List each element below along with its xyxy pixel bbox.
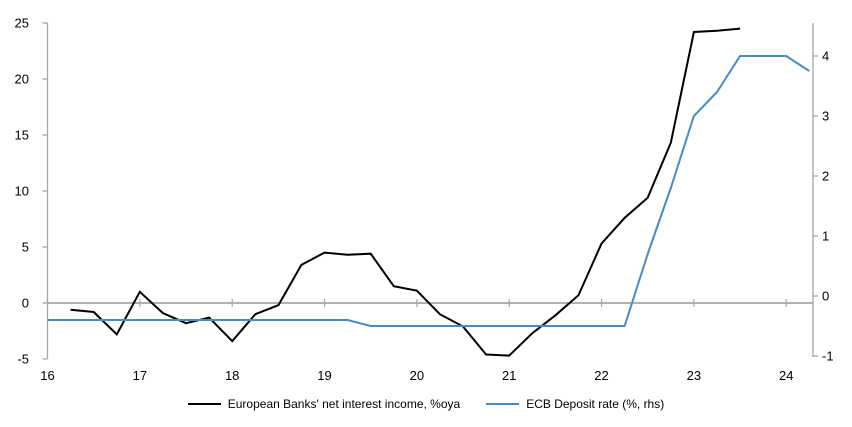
svg-text:0: 0 — [22, 296, 29, 311]
svg-text:4: 4 — [822, 49, 829, 64]
legend-label-nii: European Banks' net interest income, %oy… — [227, 397, 461, 411]
svg-text:21: 21 — [502, 368, 516, 383]
legend-label-ecb: ECB Deposit rate (%, rhs) — [526, 397, 665, 411]
legend-item-nii: European Banks' net interest income, %oy… — [187, 397, 461, 411]
svg-text:16: 16 — [40, 368, 54, 383]
left-axis: 25 20 15 10 5 0 -5 — [15, 16, 49, 367]
svg-text:1: 1 — [822, 229, 829, 244]
svg-text:-1: -1 — [822, 349, 834, 364]
svg-text:23: 23 — [687, 368, 701, 383]
series-line-ecb — [47, 55, 810, 327]
svg-text:20: 20 — [15, 72, 29, 87]
svg-text:22: 22 — [594, 368, 608, 383]
svg-text:15: 15 — [15, 128, 29, 143]
svg-text:5: 5 — [22, 240, 29, 255]
series-line-nii — [70, 27, 741, 357]
svg-text:25: 25 — [15, 16, 29, 31]
blue-line-sample-icon — [486, 403, 520, 405]
chart-legend: European Banks' net interest income, %oy… — [0, 397, 852, 411]
black-line-sample-icon — [187, 403, 221, 405]
x-axis-labels: 16 17 18 19 20 21 22 23 24 — [40, 368, 793, 383]
svg-text:20: 20 — [410, 368, 424, 383]
right-axis: 4 3 2 1 0 -1 — [812, 23, 834, 364]
legend-item-ecb: ECB Deposit rate (%, rhs) — [486, 397, 664, 411]
svg-text:3: 3 — [822, 109, 829, 124]
svg-text:19: 19 — [317, 368, 331, 383]
svg-text:17: 17 — [133, 368, 147, 383]
svg-text:10: 10 — [15, 184, 29, 199]
svg-text:2: 2 — [822, 169, 829, 184]
svg-text:18: 18 — [225, 368, 239, 383]
svg-text:-5: -5 — [17, 352, 29, 367]
svg-text:0: 0 — [822, 289, 829, 304]
svg-text:24: 24 — [779, 368, 793, 383]
